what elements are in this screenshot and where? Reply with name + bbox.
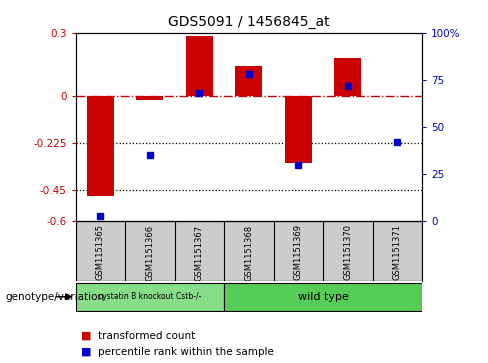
Bar	[235, 66, 263, 95]
Text: GSM1151365: GSM1151365	[96, 224, 105, 281]
Bar	[136, 95, 163, 100]
Bar	[224, 283, 422, 311]
Text: GSM1151367: GSM1151367	[195, 224, 204, 281]
Text: GSM1151368: GSM1151368	[244, 224, 253, 281]
Bar	[76, 283, 224, 311]
Text: GSM1151366: GSM1151366	[145, 224, 154, 281]
Bar	[186, 36, 213, 95]
Bar	[334, 58, 362, 95]
Text: ■: ■	[81, 347, 91, 357]
Title: GDS5091 / 1456845_at: GDS5091 / 1456845_at	[168, 15, 330, 29]
Text: GSM1151370: GSM1151370	[344, 224, 352, 281]
Bar	[285, 95, 312, 163]
Text: cystatin B knockout Cstb-/-: cystatin B knockout Cstb-/-	[98, 292, 202, 301]
Text: GSM1151371: GSM1151371	[393, 224, 402, 281]
Text: wild type: wild type	[298, 292, 348, 302]
Text: genotype/variation: genotype/variation	[5, 292, 104, 302]
Bar	[87, 95, 114, 196]
Text: transformed count: transformed count	[98, 331, 195, 341]
Text: GSM1151369: GSM1151369	[294, 224, 303, 281]
Text: ■: ■	[81, 331, 91, 341]
Text: percentile rank within the sample: percentile rank within the sample	[98, 347, 273, 357]
